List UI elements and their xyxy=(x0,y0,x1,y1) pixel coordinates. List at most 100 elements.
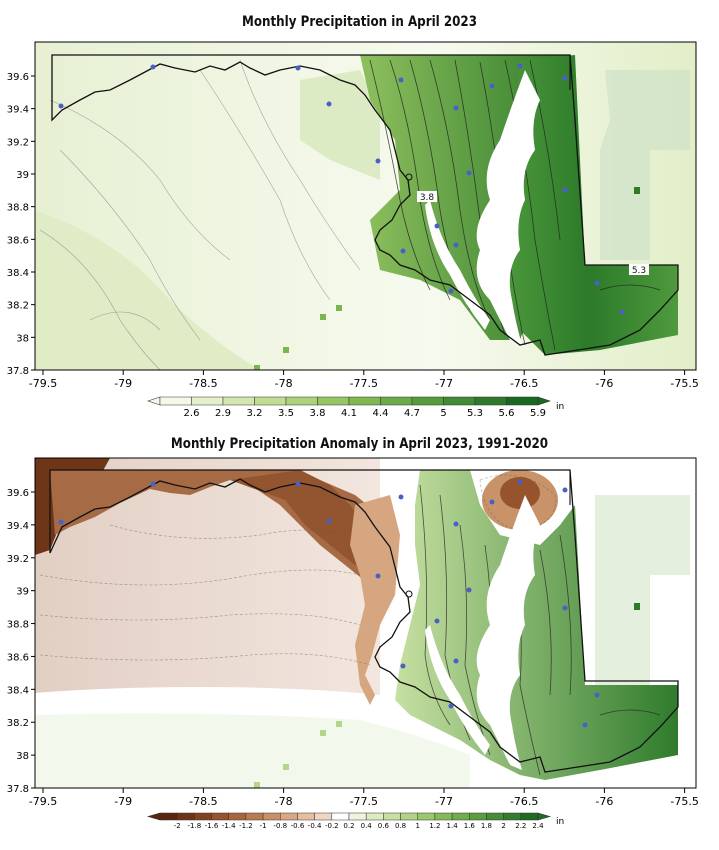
x-tick-label: -75.5 xyxy=(670,377,698,390)
precip-eastern-shore-zone xyxy=(500,55,678,355)
y-tick-label: 39.2 xyxy=(7,554,29,565)
chesapeake-bay xyxy=(476,495,540,770)
pixel-cell xyxy=(283,764,289,770)
colorbar-tick-label: 1.4 xyxy=(447,822,459,830)
x-tick-label: -79.5 xyxy=(29,377,57,390)
colorbar-swatch xyxy=(314,812,333,821)
colorbar-tick-label: 1.2 xyxy=(429,822,440,830)
colorbar-tick-label: -0.4 xyxy=(308,822,322,830)
colorbar-tick-label: 5 xyxy=(440,408,446,419)
colorbar-swatch xyxy=(520,812,539,821)
colorbar-tick-label: 2.4 xyxy=(532,822,544,830)
anomaly-dashed-contours xyxy=(39,474,556,666)
maryland-outline xyxy=(49,469,679,773)
contour-label-bg xyxy=(417,191,437,202)
y-tick-label: 39.6 xyxy=(7,72,29,83)
colorbar-tick-label: 0.8 xyxy=(395,822,406,830)
y-tick-label: 39.4 xyxy=(7,521,29,532)
colorbar-swatch xyxy=(503,812,522,821)
colorbar-tick-label: -1.2 xyxy=(239,822,253,830)
y-tick-label: 38.4 xyxy=(7,268,29,279)
colorbar-min-arrow xyxy=(146,812,161,821)
colorbar-swatch xyxy=(280,812,298,821)
colorbar-tick-label: 0.4 xyxy=(361,822,373,830)
precip-contours xyxy=(39,59,361,370)
anomaly-title: Monthly Precipitation Anomaly in April 2… xyxy=(170,436,549,452)
colorbar-unit: in xyxy=(556,817,564,827)
y-tick-label: 38 xyxy=(16,751,29,762)
colorbar-swatch xyxy=(191,396,224,406)
colorbar-swatch xyxy=(434,812,453,821)
precip-southwest-zone xyxy=(35,210,260,370)
colorbar-tick-label: 5.3 xyxy=(467,408,483,419)
colorbar-swatch xyxy=(365,812,384,821)
anomaly-axes: -79.5-79-78.5-78-77.5-77-76.5-76-75.5-75… xyxy=(7,488,699,808)
colorbar-tick-label: -0.2 xyxy=(325,822,339,830)
colorbar-swatch xyxy=(417,812,436,821)
colorbar-swatch xyxy=(159,396,192,406)
precip-map: 3.8 5.3 -79.5 -79 -78.5 -78 -77.5 -77 -76.5 -76… xyxy=(7,41,699,419)
colorbar-swatch xyxy=(348,812,367,821)
colorbar-swatch xyxy=(451,812,470,821)
y-tick-label: 38.6 xyxy=(7,235,29,246)
colorbar-swatch xyxy=(331,812,350,821)
y-tick-label: 38.2 xyxy=(7,718,29,729)
y-tick-label: 38.6 xyxy=(7,652,29,663)
pixel-cell xyxy=(634,603,640,610)
x-tick-label: -75.5 xyxy=(670,795,698,808)
colorbar-tick-label: 5.9 xyxy=(530,408,546,419)
y-tick-label: 37.8 xyxy=(7,366,29,377)
colorbar-swatch xyxy=(159,812,178,821)
y-tick-label: 39.6 xyxy=(7,488,29,499)
precip-panel: Monthly Precipitation in April 2023 xyxy=(7,14,699,419)
colorbar-tick-label: 5.6 xyxy=(499,408,515,419)
y-tick-label: 37.8 xyxy=(7,784,29,795)
colorbar-swatch xyxy=(254,396,287,406)
precip-plot-frame xyxy=(34,41,697,371)
x-tick-label: -79 xyxy=(114,795,132,808)
y-tick-label: 38.8 xyxy=(7,203,29,214)
maryland-outline xyxy=(51,54,679,356)
anomaly-bay-wet-zone xyxy=(395,470,678,780)
colorbar-max-arrow xyxy=(537,396,551,406)
colorbar-swatch xyxy=(211,812,229,821)
potomac-river xyxy=(425,625,490,755)
colorbar-tick-label: 2.6 xyxy=(184,408,200,419)
x-tick-label: -78.5 xyxy=(189,377,217,390)
anomaly-delaware-zone xyxy=(595,495,690,685)
colorbar-swatch xyxy=(411,396,444,406)
colorbar-tick-label: 1 xyxy=(415,822,419,830)
colorbar-tick-label: 3.2 xyxy=(247,408,263,419)
station-marker-open xyxy=(405,590,413,598)
colorbar-tick-label: -1.6 xyxy=(205,822,219,830)
colorbar-swatch xyxy=(245,812,264,821)
y-tick-label: 38 xyxy=(16,333,29,344)
pixel-cell xyxy=(634,187,640,194)
colorbar-swatch xyxy=(383,812,401,821)
y-tick-label: 38.4 xyxy=(7,685,29,696)
x-tick-label: -78.5 xyxy=(189,795,217,808)
x-tick-label: -77.5 xyxy=(350,795,378,808)
x-tick-label: -77.5 xyxy=(350,377,378,390)
colorbar-unit: in xyxy=(556,402,564,412)
pixel-cell xyxy=(254,365,260,370)
colorbar-swatch xyxy=(474,396,507,406)
colorbar-swatch xyxy=(228,812,247,821)
anomaly-panel: Monthly Precipitation Anomaly in April 2… xyxy=(0,425,719,850)
colorbar-tick-label: 1.6 xyxy=(464,822,476,830)
colorbar-tick-label: 4.1 xyxy=(341,408,357,419)
colorbar-swatch xyxy=(222,396,255,406)
x-tick-label: -77 xyxy=(435,795,453,808)
station-marker-open xyxy=(405,173,413,181)
contour-label-bg xyxy=(629,264,649,275)
contour-label: 3.8 xyxy=(420,193,435,203)
colorbar-tick-label: 2.9 xyxy=(215,408,231,419)
colorbar-tick-label: 4.4 xyxy=(373,408,389,419)
precip-axes: -79.5-79-78.5-78-77.5-77-76.5-76-75.5-75… xyxy=(7,72,699,390)
precip-stations xyxy=(58,63,625,315)
anomaly-colorbar: -2 -1.8 -1.6 -1.4 -1.2 -1 -0.8 -0.6 -0.4 -0.2 0.2 0… xyxy=(146,812,564,830)
x-tick-label: -79.5 xyxy=(29,795,57,808)
y-tick-label: 39 xyxy=(16,587,29,598)
pixel-cell xyxy=(320,314,326,320)
colorbar-max-arrow xyxy=(537,812,552,821)
